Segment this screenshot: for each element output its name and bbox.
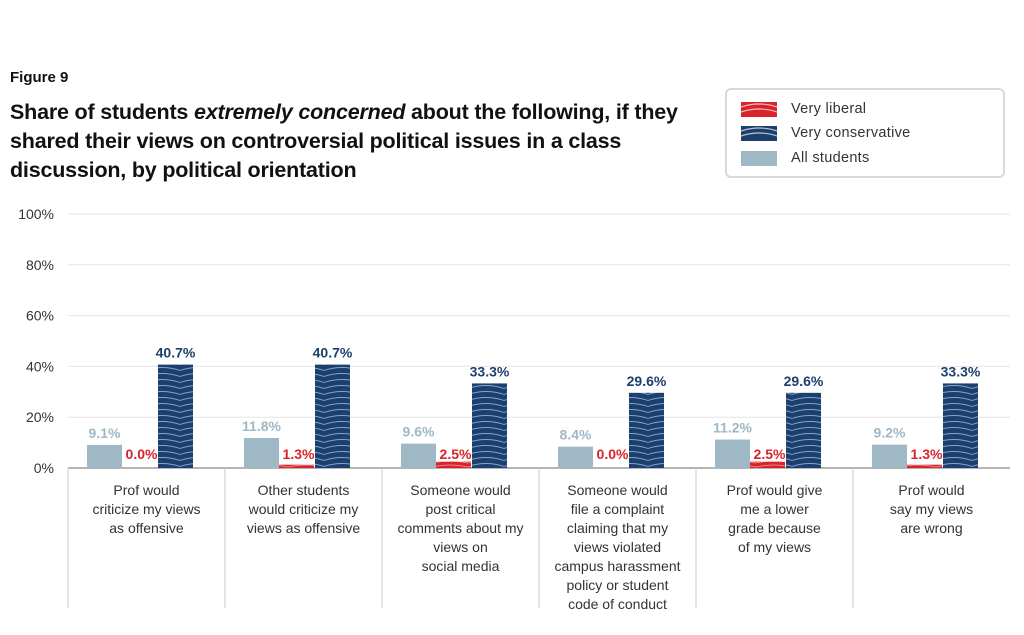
bar-conservative: [472, 383, 507, 468]
x-category-label-line: Other students: [257, 482, 350, 498]
x-category-label-line: social media: [421, 558, 500, 574]
x-category-label-line: are wrong: [900, 520, 963, 536]
x-category-label-line: Prof would: [898, 482, 965, 498]
x-category-label-line: Someone would: [410, 482, 511, 498]
data-label-conservative: 40.7%: [313, 345, 353, 361]
bar-conservative: [158, 364, 193, 468]
data-label-liberal: 1.3%: [283, 446, 315, 462]
bar-liberal: [750, 461, 785, 468]
x-category-label-line: claiming that my: [566, 520, 669, 536]
title-part-2: about the following, if they shared thei…: [10, 100, 678, 182]
legend-label-very-liberal: Very liberal: [791, 101, 867, 117]
bar-conservative: [786, 392, 821, 468]
data-label-liberal: 1.3%: [911, 446, 943, 462]
bar-conservative: [315, 364, 350, 468]
data-label-conservative: 33.3%: [941, 363, 981, 379]
x-category-label-line: policy or student: [566, 577, 669, 593]
x-category-label-line: of my views: [737, 539, 812, 555]
x-category-label-line: criticize my views: [92, 501, 201, 517]
x-category-label-line: code of conduct: [568, 596, 667, 612]
bar-liberal: [279, 464, 314, 468]
x-category-label-line: comments about my: [397, 520, 524, 536]
x-category-label-line: say my views: [889, 501, 974, 517]
x-category-label-line: me a lower: [740, 501, 809, 517]
bar-all: [715, 439, 750, 468]
legend-swatch-all-students: [741, 150, 777, 166]
data-label-liberal: 0.0%: [597, 446, 629, 462]
data-label-all: 9.1%: [89, 425, 121, 441]
figure-label: Figure 9: [10, 69, 69, 86]
x-category-label: Prof would say my views are wrong: [857, 481, 1007, 538]
data-label-conservative: 40.7%: [156, 345, 196, 361]
data-label-all: 8.4%: [560, 427, 592, 443]
chart-title: Share of students extremely concerned ab…: [10, 98, 690, 185]
y-tick-label: 60%: [26, 308, 54, 324]
bar-all: [244, 438, 279, 468]
title-emphasis: extremely concerned: [193, 100, 406, 124]
data-label-conservative: 29.6%: [627, 373, 667, 389]
legend-label-all-students: All students: [791, 150, 870, 166]
x-category-label-line: campus harassment: [554, 558, 681, 574]
x-category-label-line: views violated: [573, 539, 662, 555]
data-label-liberal: 0.0%: [126, 446, 158, 462]
y-tick-label: 20%: [26, 409, 54, 425]
data-label-liberal: 2.5%: [440, 446, 472, 462]
bar-all: [558, 446, 593, 468]
x-category-label: Someone would file a complaint claiming th…: [543, 481, 693, 614]
data-label-all: 11.2%: [713, 420, 752, 436]
bar-liberal: [436, 461, 471, 468]
x-category-label-line: Prof would: [113, 482, 180, 498]
title-part-1: Share of students: [10, 100, 194, 124]
bar-all: [872, 444, 907, 468]
data-label-all: 9.2%: [874, 425, 906, 441]
x-category-label-line: post critical: [425, 501, 496, 517]
x-category-label: Someone would post critical comments about…: [386, 481, 536, 576]
bar-conservative: [943, 383, 978, 468]
bar-conservative: [629, 392, 664, 468]
bar-all: [87, 444, 122, 468]
x-category-label-line: views as offensive: [246, 520, 361, 536]
legend-swatch-very-liberal: [741, 101, 777, 117]
x-category-label-line: file a complaint: [570, 501, 665, 517]
bar-all: [401, 443, 436, 468]
x-category-label: Prof would give me a lower grade because of…: [700, 481, 850, 557]
data-label-liberal: 2.5%: [754, 446, 786, 462]
legend-label-very-conservative: Very conservative: [791, 125, 911, 141]
legend: Very liberal Very conservative All stude…: [725, 88, 1005, 178]
x-category-label-line: as offensive: [109, 520, 184, 536]
y-tick-label: 40%: [26, 358, 54, 374]
legend-item-very-liberal: Very liberal: [741, 99, 866, 119]
x-category-label-line: would criticize my: [248, 501, 359, 517]
data-label-all: 11.8%: [242, 418, 281, 434]
x-category-label: Prof would criticize my views as offensive: [72, 481, 222, 538]
legend-swatch-very-conservative: [741, 125, 777, 141]
x-category-label-line: Prof would give: [726, 482, 823, 498]
data-label-all: 9.6%: [403, 424, 435, 440]
x-category-label-line: grade because: [728, 520, 821, 536]
data-label-conservative: 29.6%: [784, 373, 824, 389]
y-tick-label: 80%: [26, 257, 54, 273]
y-tick-label: 100%: [18, 206, 54, 222]
x-category-label: Other students would criticize my views as…: [229, 481, 379, 538]
x-category-label-line: Someone would: [567, 482, 668, 498]
y-tick-label: 0%: [34, 460, 54, 476]
x-category-label-line: views on: [433, 539, 488, 555]
bar-liberal: [907, 464, 942, 468]
legend-item-all-students: All students: [741, 148, 870, 168]
legend-item-very-conservative: Very conservative: [741, 123, 911, 143]
data-label-conservative: 33.3%: [470, 363, 510, 379]
